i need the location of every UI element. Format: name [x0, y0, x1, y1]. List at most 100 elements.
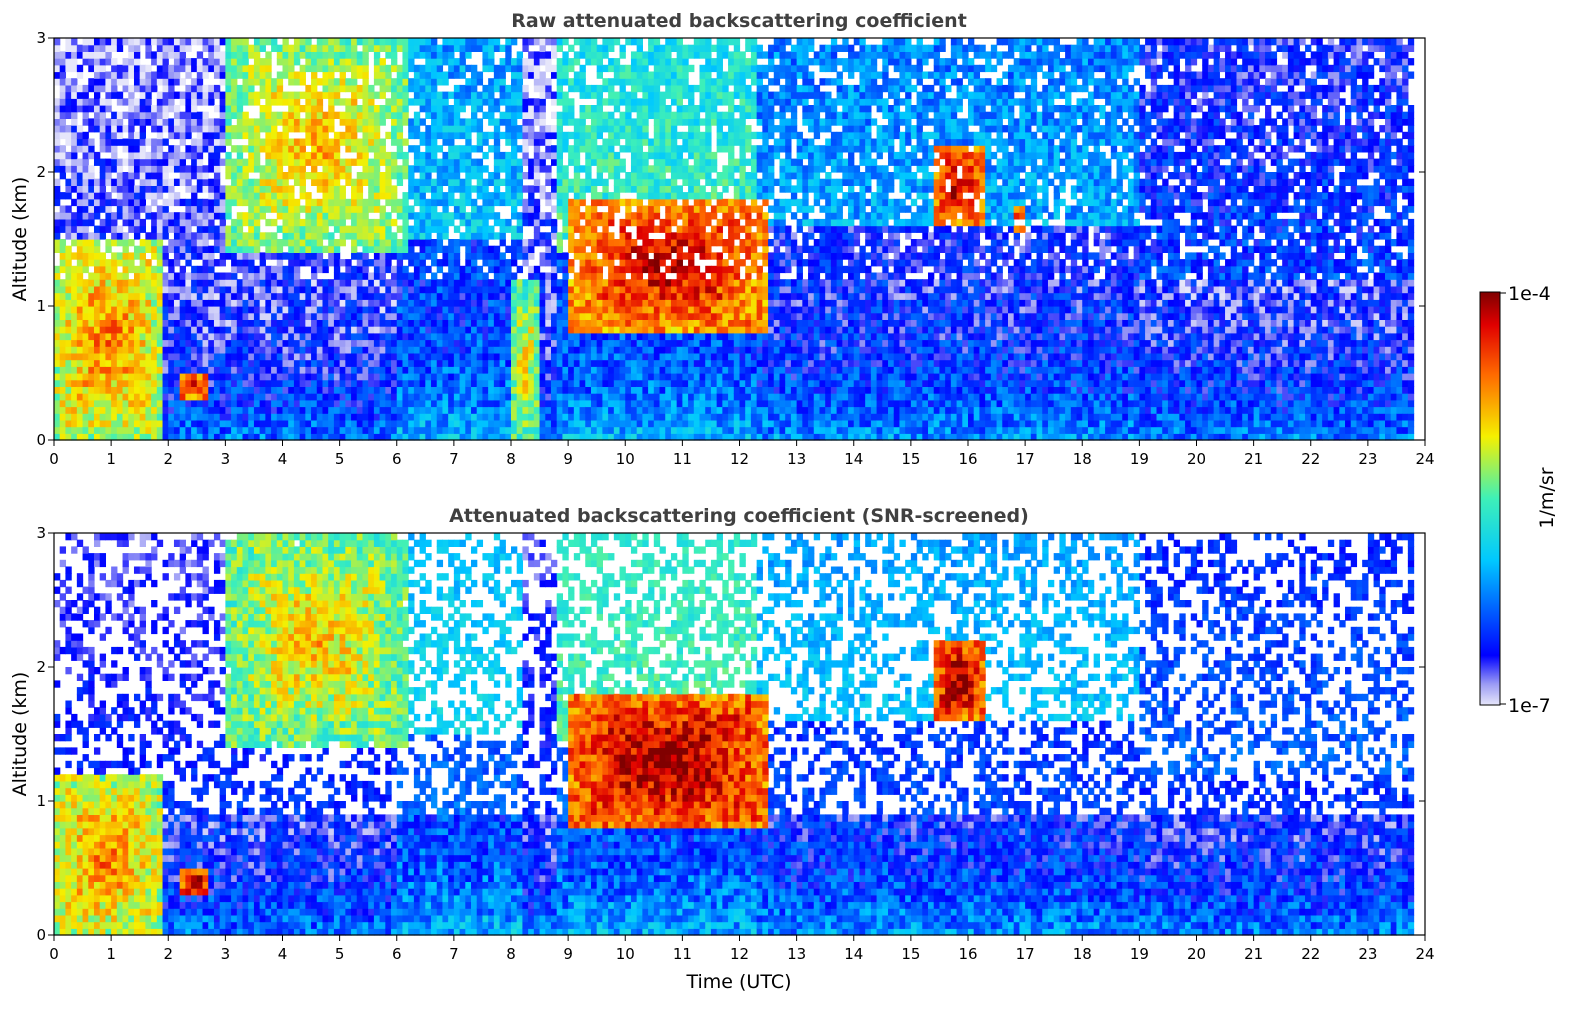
heatmap-cell [488, 112, 494, 119]
heatmap-cell [225, 112, 231, 119]
heatmap-cell [94, 326, 100, 333]
heatmap-cell [477, 219, 483, 226]
heatmap-cell [402, 340, 408, 347]
heatmap-cell [408, 85, 414, 92]
heatmap-cell [220, 132, 226, 139]
heatmap-cell [214, 360, 220, 367]
heatmap-cell [500, 226, 506, 233]
heatmap-cell [134, 72, 140, 79]
heatmap-cell [105, 219, 111, 226]
heatmap-cell [517, 400, 523, 407]
heatmap-cell [488, 400, 494, 407]
heatmap-cell [437, 333, 443, 340]
heatmap-cell [471, 145, 477, 152]
heatmap-cell [345, 366, 351, 373]
heatmap-cell [534, 226, 540, 233]
heatmap-cell [163, 206, 169, 213]
heatmap-cell [185, 85, 191, 92]
heatmap-cell [362, 380, 368, 387]
heatmap-cell [145, 85, 151, 92]
heatmap-cell [163, 313, 169, 320]
heatmap-cell [334, 172, 340, 179]
heatmap-cell [294, 380, 300, 387]
heatmap-cell [300, 92, 306, 99]
heatmap-cell [283, 112, 289, 119]
heatmap-cell [557, 333, 563, 340]
heatmap-cell [214, 340, 220, 347]
heatmap-cell [431, 326, 437, 333]
heatmap-cell [294, 427, 300, 434]
heatmap-cell [88, 427, 94, 434]
heatmap-cell [163, 125, 169, 132]
heatmap-cell [237, 386, 243, 393]
heatmap-cell [568, 407, 574, 414]
heatmap-cell [540, 360, 546, 367]
heatmap-cell [340, 199, 346, 206]
heatmap-cell [317, 380, 323, 387]
heatmap-cell [505, 393, 511, 400]
heatmap-cell [494, 85, 500, 92]
heatmap-cell [334, 340, 340, 347]
heatmap-cell [111, 286, 117, 293]
heatmap-cell [425, 252, 431, 259]
heatmap-cell [517, 373, 523, 380]
heatmap-cell [65, 185, 71, 192]
heatmap-cell [265, 72, 271, 79]
heatmap-cell [380, 112, 386, 119]
heatmap-cell [420, 427, 426, 434]
heatmap-cell [380, 313, 386, 320]
heatmap-cell [260, 279, 266, 286]
heatmap-cell [243, 252, 249, 259]
heatmap-cell [197, 266, 203, 273]
heatmap-cell [362, 65, 368, 72]
heatmap-cell [283, 38, 289, 45]
heatmap-cell [271, 246, 277, 253]
heatmap-cell [88, 45, 94, 52]
heatmap-cell [500, 413, 506, 420]
heatmap-cell [380, 118, 386, 125]
heatmap-cell [334, 306, 340, 313]
heatmap-cell [288, 165, 294, 172]
heatmap-cell [534, 199, 540, 206]
heatmap-cell [374, 252, 380, 259]
heatmap-cell [465, 393, 471, 400]
heatmap-cell [557, 65, 563, 72]
heatmap-cell [408, 279, 414, 286]
heatmap-cell [305, 139, 311, 146]
heatmap-cell [505, 51, 511, 58]
heatmap-cell [197, 413, 203, 420]
heatmap-cell [460, 293, 466, 300]
heatmap-cell [465, 179, 471, 186]
heatmap-cell [71, 380, 77, 387]
heatmap-cell [505, 373, 511, 380]
heatmap-cell [482, 232, 488, 239]
heatmap-cell [414, 239, 420, 246]
heatmap-cell [65, 373, 71, 380]
heatmap-cell [185, 293, 191, 300]
heatmap-cell [340, 400, 346, 407]
heatmap-cell [471, 92, 477, 99]
heatmap-cell [123, 326, 129, 333]
heatmap-cell [231, 293, 237, 300]
heatmap-cell [265, 393, 271, 400]
heatmap-cell [191, 232, 197, 239]
heatmap-cell [288, 273, 294, 280]
heatmap-cell [425, 179, 431, 186]
heatmap-cell [397, 165, 403, 172]
heatmap-cell [345, 400, 351, 407]
heatmap-cell [123, 293, 129, 300]
heatmap-cell [65, 333, 71, 340]
heatmap-cell [283, 313, 289, 320]
heatmap-cell [128, 319, 134, 326]
heatmap-cell [283, 400, 289, 407]
heatmap-cell [557, 293, 563, 300]
heatmap-cell [260, 353, 266, 360]
heatmap-cell [105, 366, 111, 373]
heatmap-cell [117, 346, 123, 353]
heatmap-cell [482, 259, 488, 266]
heatmap-cell [528, 105, 534, 112]
heatmap-cell [431, 92, 437, 99]
heatmap-cell [511, 226, 517, 233]
heatmap-cell [88, 78, 94, 85]
heatmap-cell [568, 212, 574, 219]
